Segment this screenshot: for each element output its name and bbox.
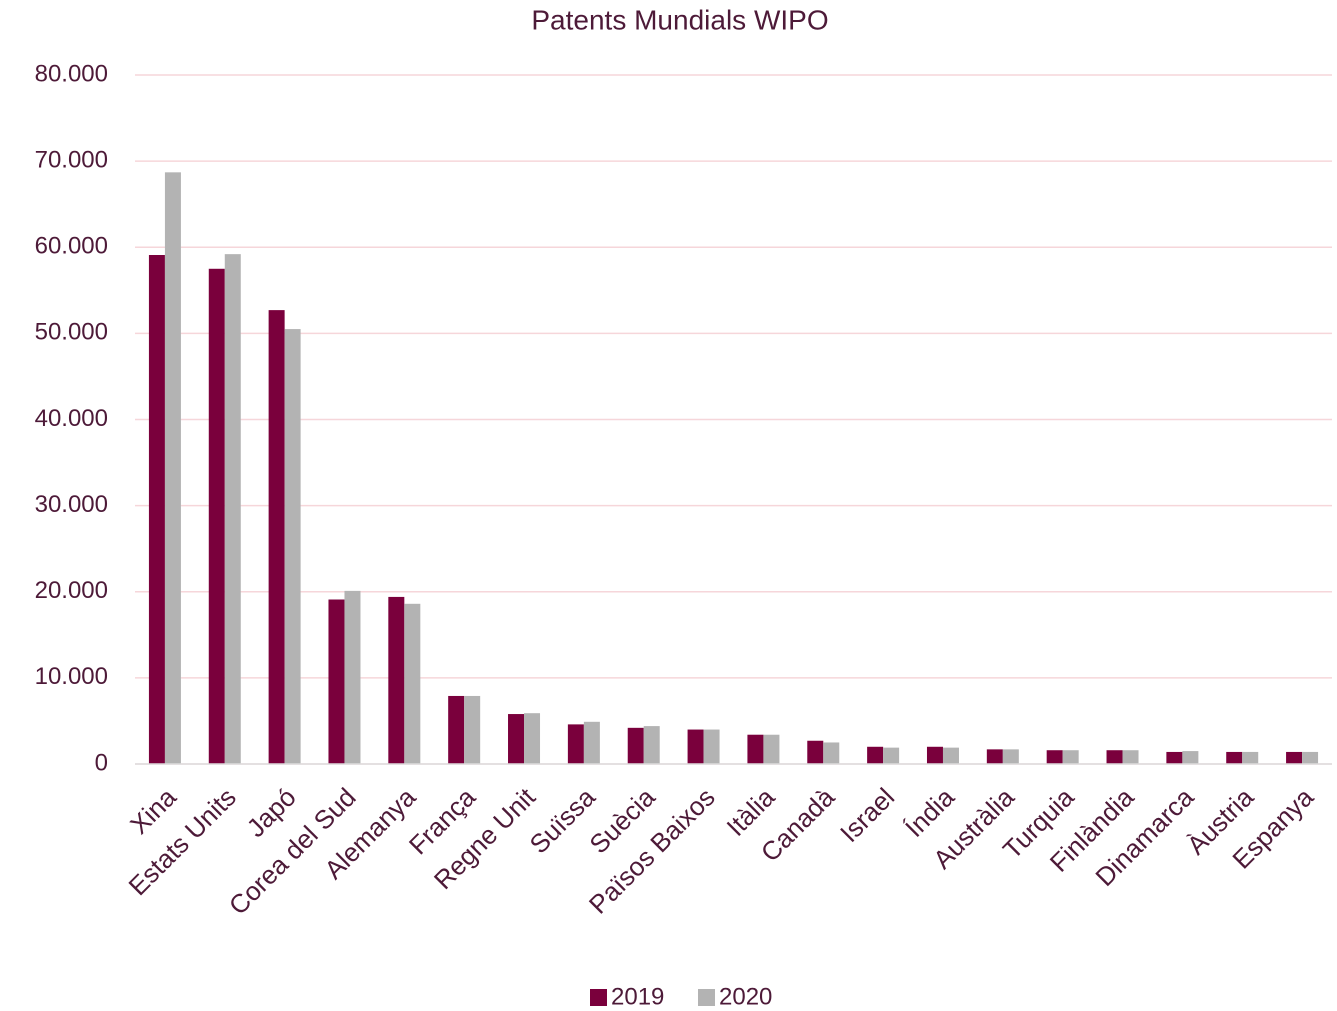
bar	[1286, 751, 1303, 764]
y-tick-label: 80.000	[35, 60, 108, 87]
bar	[583, 721, 600, 764]
bar	[1242, 751, 1259, 764]
y-tick-label: 60.000	[35, 233, 108, 260]
bar	[1002, 749, 1019, 764]
bar	[1062, 750, 1079, 764]
bar	[388, 596, 405, 764]
bar	[284, 329, 301, 764]
bar	[148, 255, 165, 764]
bar	[1166, 751, 1183, 764]
y-tick-label: 20.000	[35, 577, 108, 604]
bar	[1226, 751, 1243, 764]
bar	[942, 747, 959, 764]
y-tick-label: 0	[95, 749, 108, 776]
bar	[823, 742, 840, 764]
bar	[328, 599, 345, 764]
bar	[524, 713, 541, 764]
x-tick-label: Israel	[834, 782, 900, 848]
legend-swatch	[590, 989, 607, 1006]
bar	[986, 749, 1003, 764]
bar	[643, 726, 660, 764]
bar	[164, 172, 181, 765]
bar	[883, 747, 900, 764]
bar	[268, 310, 285, 764]
chart-title: Patents Mundials WIPO	[531, 4, 828, 35]
bar	[464, 695, 481, 764]
legend-label: 2020	[719, 983, 772, 1010]
bar	[627, 727, 644, 764]
bar	[567, 724, 584, 764]
bar	[747, 734, 764, 764]
legend-swatch	[698, 989, 715, 1006]
bar	[703, 729, 720, 764]
bar	[1106, 750, 1123, 764]
legend-label: 2019	[611, 983, 664, 1010]
y-tick-label: 30.000	[35, 491, 108, 518]
bar	[404, 603, 421, 764]
bar	[1182, 751, 1199, 764]
bar	[867, 746, 884, 764]
bar	[208, 268, 225, 764]
bar	[224, 254, 241, 764]
bar	[508, 714, 525, 764]
bar	[807, 740, 824, 764]
bar	[1302, 751, 1319, 764]
bar	[687, 729, 704, 764]
y-tick-label: 40.000	[35, 405, 108, 432]
x-tick-label: Estats Units	[123, 782, 242, 901]
bar	[763, 734, 780, 764]
x-tick-label: Suïssa	[524, 782, 602, 860]
y-tick-label: 70.000	[35, 146, 108, 173]
bar	[1122, 750, 1139, 764]
bar	[1046, 750, 1063, 764]
bar	[344, 590, 361, 764]
bar	[448, 695, 465, 764]
y-tick-label: 10.000	[35, 663, 108, 690]
bar	[926, 746, 943, 764]
y-tick-label: 50.000	[35, 319, 108, 346]
